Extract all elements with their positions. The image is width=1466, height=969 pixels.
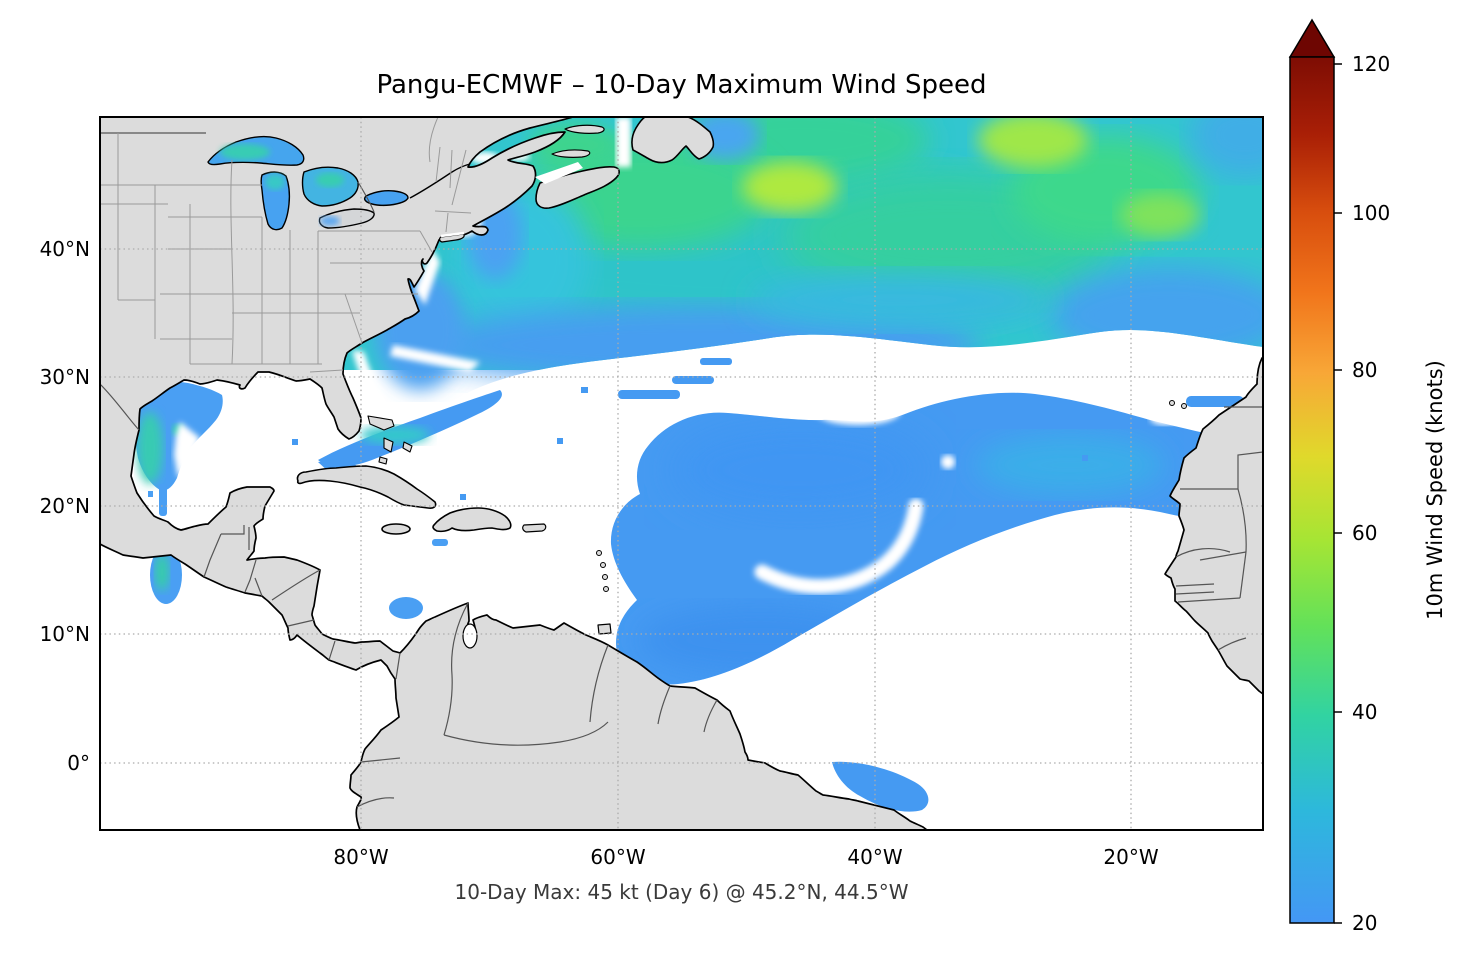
colorbar-axis-label: 10m Wind Speed (knots) bbox=[1423, 360, 1447, 620]
lat-tick-40n: 40°N bbox=[39, 237, 90, 261]
colorbar-extend-arrow bbox=[1288, 18, 1336, 58]
us-state-borders bbox=[100, 117, 472, 373]
lon-tick-60w: 60°W bbox=[590, 845, 646, 869]
island-hispaniola bbox=[432, 507, 512, 533]
great-lakes-wind-cores bbox=[220, 144, 344, 226]
wind-patch-brazil-coast bbox=[832, 761, 929, 812]
africa bbox=[1164, 357, 1263, 695]
islands-lesser-antilles bbox=[596, 550, 609, 592]
st-lawrence-river bbox=[409, 163, 471, 199]
plot-frame bbox=[99, 116, 1264, 831]
wind-patch-south-hispaniola bbox=[432, 539, 448, 546]
islands-bahamas bbox=[367, 415, 413, 465]
country-borders bbox=[100, 132, 1263, 808]
colorbar-tick-80: 80 bbox=[1352, 358, 1378, 382]
island-newfoundland bbox=[631, 117, 715, 164]
landmasses bbox=[100, 117, 1263, 830]
lat-tick-0: 0° bbox=[67, 751, 90, 775]
lat-tick-20n: 20°N bbox=[39, 494, 90, 518]
island-puerto-rico bbox=[522, 523, 547, 533]
island-trinidad bbox=[597, 623, 612, 635]
island-cuba bbox=[296, 465, 437, 509]
colorbar-tick-60: 60 bbox=[1352, 521, 1378, 545]
wind-patch-abc-islands bbox=[389, 597, 423, 619]
wind-patch-gulf-of-mexico bbox=[132, 381, 223, 516]
map-area bbox=[100, 117, 1263, 830]
colorbar bbox=[1288, 18, 1342, 924]
lon-tick-80w: 80°W bbox=[333, 845, 389, 869]
graticule bbox=[100, 117, 1263, 830]
wind-patch-tehuantepec bbox=[150, 546, 182, 604]
island-long-island bbox=[439, 233, 465, 243]
colorbar-gradient bbox=[1289, 56, 1335, 924]
colorbar-tick-120: 120 bbox=[1352, 52, 1391, 76]
lake-ontario bbox=[363, 190, 409, 207]
chart-title: Pangu-ECMWF – 10-Day Maximum Wind Speed bbox=[376, 70, 987, 100]
island-jamaica bbox=[381, 523, 411, 535]
bay-of-fundy bbox=[535, 162, 583, 184]
chart-caption: 10-Day Max: 45 kt (Day 6) @ 45.2°N, 44.5… bbox=[454, 880, 909, 904]
island-nova-scotia bbox=[535, 166, 620, 209]
colorbar-tick-40: 40 bbox=[1352, 700, 1378, 724]
calm-white-patches-band bbox=[754, 399, 1180, 594]
lake-maracaibo bbox=[462, 623, 478, 649]
long-island-sound bbox=[440, 231, 465, 238]
wind-field-north-atlantic bbox=[298, 117, 1263, 390]
americas-mainland bbox=[100, 117, 928, 830]
lon-tick-20w: 20°W bbox=[1103, 845, 1159, 869]
colorbar-tick-100: 100 bbox=[1352, 201, 1391, 225]
lon-tick-40w: 40°W bbox=[847, 845, 903, 869]
islands-canary bbox=[1169, 400, 1187, 409]
colorbar-ticks bbox=[1334, 63, 1342, 924]
lat-tick-30n: 30°N bbox=[39, 365, 90, 389]
island-pei bbox=[551, 149, 591, 158]
colorbar-tick-20: 20 bbox=[1352, 911, 1378, 935]
lat-tick-10n: 10°N bbox=[39, 622, 90, 646]
island-anticosti bbox=[564, 124, 605, 134]
